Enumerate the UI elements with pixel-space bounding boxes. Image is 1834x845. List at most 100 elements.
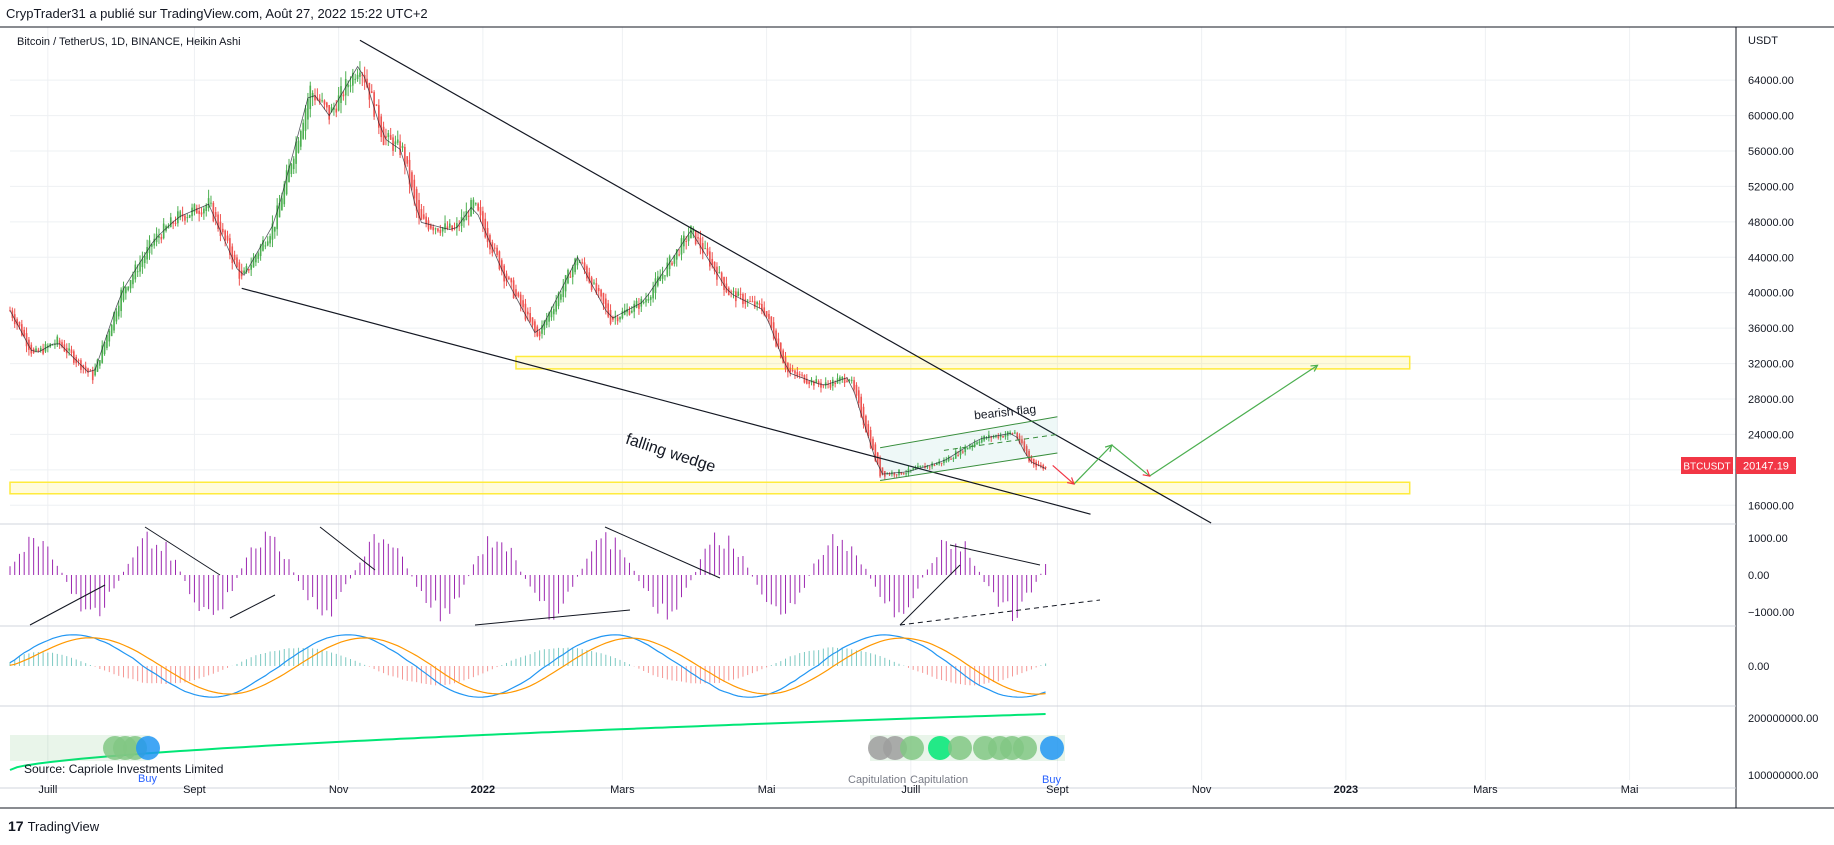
candle-body bbox=[352, 72, 354, 86]
candle-body bbox=[333, 107, 335, 110]
candle-body bbox=[952, 458, 955, 460]
candle-body bbox=[1030, 456, 1033, 462]
candle-body bbox=[482, 211, 484, 227]
candle-body bbox=[292, 158, 295, 170]
candle-body bbox=[70, 349, 73, 354]
candle-body bbox=[184, 215, 186, 221]
price-tick-label: 48000.00 bbox=[1748, 217, 1794, 229]
candle-body bbox=[524, 303, 527, 320]
candle-body bbox=[541, 325, 543, 334]
candle-body bbox=[361, 74, 364, 76]
signal-dot bbox=[1013, 736, 1037, 760]
candle-body bbox=[221, 228, 224, 233]
candle-body bbox=[434, 228, 437, 230]
candle-body bbox=[139, 262, 141, 272]
candle-body bbox=[552, 308, 555, 315]
support-resistance-zones bbox=[9, 355, 1411, 495]
price-tick-label: 32000.00 bbox=[1748, 359, 1794, 371]
candle-body bbox=[597, 288, 600, 292]
candle-body bbox=[574, 258, 576, 273]
candle-body bbox=[694, 230, 697, 245]
candle-body bbox=[976, 442, 978, 445]
candle-body bbox=[893, 473, 896, 476]
candle-body bbox=[16, 319, 18, 325]
candle-body bbox=[531, 317, 534, 326]
candle-body bbox=[732, 291, 735, 293]
candle-body bbox=[441, 227, 444, 232]
candle-body bbox=[413, 179, 416, 199]
candle-body bbox=[496, 247, 498, 256]
candle-body bbox=[408, 159, 411, 185]
candle-body bbox=[84, 366, 87, 371]
candle-body bbox=[1011, 433, 1014, 435]
candle-body bbox=[68, 348, 70, 351]
candle-body bbox=[824, 382, 827, 386]
candle-body bbox=[794, 370, 796, 374]
candle-body bbox=[805, 378, 808, 384]
candle-body bbox=[399, 141, 401, 155]
candle-body bbox=[654, 278, 657, 294]
price-tick-label: 28000.00 bbox=[1748, 394, 1794, 406]
candle-body bbox=[25, 333, 28, 347]
candle-body bbox=[87, 368, 89, 373]
candle-body bbox=[311, 93, 314, 98]
candle-body bbox=[515, 289, 517, 297]
candle-body bbox=[600, 289, 602, 297]
signal-line bbox=[9, 637, 1046, 695]
flag-channel-fill bbox=[880, 416, 1058, 481]
price-tick-label: 40000.00 bbox=[1748, 288, 1794, 300]
candle-body bbox=[763, 307, 766, 315]
candle-body bbox=[432, 226, 435, 231]
candle-body bbox=[902, 473, 905, 475]
chart-title: Bitcoin / TetherUS, 1D, BINANCE, Heikin … bbox=[17, 36, 241, 48]
candle-body bbox=[61, 342, 63, 347]
candle-body bbox=[325, 102, 328, 108]
osc-tick-label: 0.00 bbox=[1748, 570, 1769, 582]
time-tick-label: Nov bbox=[1192, 784, 1212, 796]
candle-body bbox=[188, 214, 191, 218]
candle-body bbox=[136, 271, 139, 273]
candle-body bbox=[652, 287, 654, 299]
candle-body bbox=[607, 303, 610, 317]
candle-body bbox=[936, 463, 938, 465]
capriole-tick-label: 100000000.00 bbox=[1748, 770, 1818, 782]
candle-body bbox=[366, 78, 368, 88]
signal-dot bbox=[1040, 736, 1064, 760]
candle-body bbox=[91, 370, 94, 381]
candle-body bbox=[758, 303, 761, 305]
time-tick-label: Mai bbox=[758, 784, 776, 796]
candle-body bbox=[259, 245, 262, 257]
candle-body bbox=[586, 266, 588, 279]
candle-body bbox=[233, 254, 236, 261]
candle-body bbox=[787, 363, 789, 373]
price-tick-label: 56000.00 bbox=[1748, 146, 1794, 158]
candle-body bbox=[370, 91, 373, 94]
candle-body bbox=[200, 212, 203, 215]
candle-body bbox=[933, 464, 936, 466]
candle-body bbox=[295, 141, 297, 164]
candle-body bbox=[666, 262, 669, 276]
candle-body bbox=[108, 330, 111, 342]
candle-body bbox=[179, 211, 182, 218]
candle-body bbox=[512, 280, 515, 299]
candle-body bbox=[522, 300, 524, 308]
candle-body bbox=[635, 300, 638, 308]
candle-body bbox=[262, 240, 264, 251]
candle-body bbox=[113, 312, 115, 331]
candle-body bbox=[427, 220, 430, 230]
candle-body bbox=[917, 465, 919, 469]
candle-body bbox=[380, 116, 383, 138]
candle-body bbox=[784, 356, 787, 370]
candle-body bbox=[921, 465, 924, 467]
candle-body bbox=[867, 424, 870, 437]
candle-body bbox=[404, 146, 406, 166]
candle-body bbox=[335, 108, 338, 113]
publish-caption: CrypTrader31 a publié sur TradingView.co… bbox=[6, 6, 428, 21]
candle-body bbox=[966, 447, 969, 450]
candle-body bbox=[174, 222, 177, 224]
candle-body bbox=[822, 385, 825, 387]
candle-body bbox=[623, 310, 626, 315]
flag-lower-line bbox=[880, 452, 1058, 481]
time-tick-label: Mai bbox=[1621, 784, 1639, 796]
